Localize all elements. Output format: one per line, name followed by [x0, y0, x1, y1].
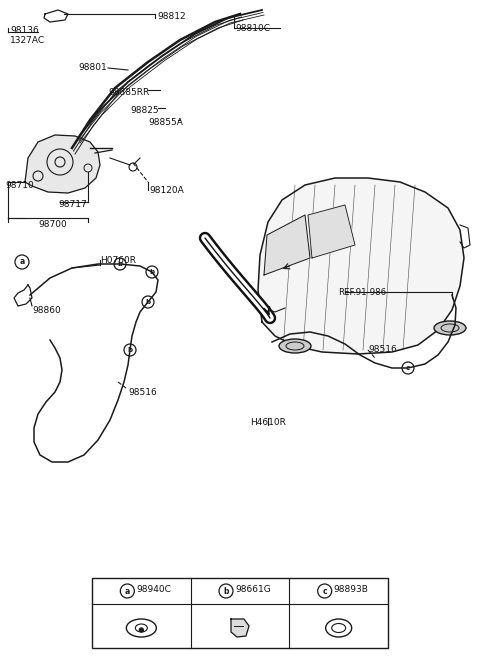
Ellipse shape	[434, 321, 466, 335]
Polygon shape	[231, 619, 249, 637]
Text: H4610R: H4610R	[250, 418, 286, 427]
Text: c: c	[323, 586, 327, 596]
Text: REF.91-986: REF.91-986	[338, 288, 386, 297]
Text: 1327AC: 1327AC	[10, 36, 45, 45]
Text: 98860: 98860	[32, 306, 61, 315]
Text: 98893B: 98893B	[334, 585, 369, 594]
Text: 98120A: 98120A	[149, 186, 184, 195]
Text: 98825: 98825	[130, 106, 158, 115]
Bar	[92, 578, 388, 648]
Text: a: a	[19, 258, 24, 266]
Text: c: c	[406, 365, 410, 371]
Text: 98717: 98717	[58, 200, 87, 209]
Text: 98885RR: 98885RR	[108, 88, 149, 97]
Text: 98516: 98516	[128, 388, 157, 397]
Text: H0760R: H0760R	[100, 256, 136, 265]
Text: 98710: 98710	[5, 181, 34, 190]
Text: 98136: 98136	[10, 26, 39, 35]
Text: b: b	[223, 586, 229, 596]
Text: 98801: 98801	[78, 63, 107, 72]
Text: b: b	[127, 347, 132, 353]
Text: b: b	[145, 299, 151, 305]
Text: 98855A: 98855A	[148, 118, 183, 127]
Polygon shape	[25, 135, 100, 193]
Circle shape	[139, 628, 144, 632]
Text: a: a	[125, 586, 130, 596]
Polygon shape	[264, 215, 310, 275]
Text: 98516: 98516	[368, 345, 397, 354]
Text: b: b	[149, 269, 155, 275]
Ellipse shape	[279, 339, 311, 353]
Text: 98810C: 98810C	[235, 24, 270, 33]
Text: 98661G: 98661G	[235, 585, 271, 594]
Polygon shape	[308, 205, 355, 258]
Text: b: b	[118, 261, 122, 267]
Text: 98812: 98812	[157, 12, 186, 21]
Text: 98700: 98700	[38, 220, 67, 229]
Text: 98940C: 98940C	[136, 585, 171, 594]
Polygon shape	[258, 178, 464, 354]
